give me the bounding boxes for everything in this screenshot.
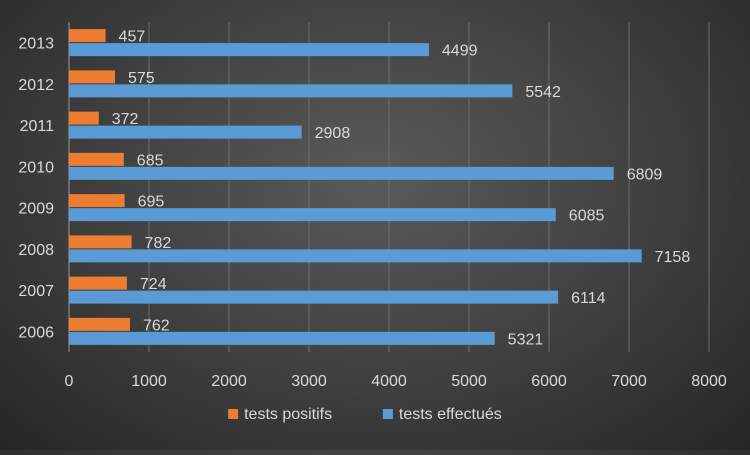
x-tick-label-2000: 2000: [211, 373, 247, 390]
y-tick-label-2010: 2010: [18, 159, 54, 176]
bar-effectues-2008: [69, 249, 642, 263]
data-label-positifs-2011: 372: [112, 111, 139, 128]
x-tick-label-7000: 7000: [611, 373, 647, 390]
data-label-effectues-2008: 7158: [655, 249, 691, 266]
data-label-positifs-2010: 685: [137, 152, 164, 169]
x-tick-label-0: 0: [65, 373, 74, 390]
y-tick-label-2013: 2013: [18, 36, 54, 53]
data-label-effectues-2007: 6114: [571, 290, 606, 307]
x-tick-label-1000: 1000: [131, 373, 167, 390]
data-label-effectues-2010: 6809: [627, 166, 663, 183]
legend-label-effectues: tests effectués: [399, 406, 502, 423]
data-label-positifs-2013: 457: [119, 29, 146, 46]
x-tick-label-8000: 8000: [691, 373, 727, 390]
bar-positifs-2009: [69, 194, 125, 208]
bar-positifs-2011: [69, 111, 99, 125]
data-label-positifs-2006: 762: [143, 317, 170, 334]
x-tick-label-6000: 6000: [531, 373, 567, 390]
y-tick-label-2007: 2007: [18, 283, 54, 300]
bar-effectues-2012: [69, 84, 513, 98]
y-tick-label-2009: 2009: [18, 201, 54, 218]
data-label-effectues-2011: 2908: [315, 125, 351, 142]
x-tick-label-5000: 5000: [451, 373, 487, 390]
data-label-effectues-2006: 5321: [508, 331, 544, 348]
data-label-positifs-2012: 575: [128, 70, 155, 87]
y-tick-label-2008: 2008: [18, 242, 54, 259]
data-label-effectues-2012: 5542: [525, 84, 561, 101]
bar-effectues-2011: [69, 125, 302, 139]
legend-swatch-effectues: [382, 409, 393, 419]
bar-effectues-2013: [69, 43, 429, 57]
bar-positifs-2010: [69, 152, 124, 166]
data-label-effectues-2009: 6085: [569, 208, 605, 225]
bar-effectues-2006: [69, 331, 495, 345]
data-label-positifs-2008: 782: [145, 235, 172, 252]
legend-swatch-positifs: [228, 409, 239, 419]
data-label-effectues-2013: 4499: [442, 43, 478, 60]
bar-effectues-2010: [69, 166, 614, 180]
bar-positifs-2008: [69, 235, 132, 249]
data-label-positifs-2007: 724: [140, 276, 167, 293]
y-tick-label-2006: 2006: [18, 324, 54, 341]
legend-label-positifs: tests positifs: [244, 406, 332, 423]
bar-positifs-2007: [69, 276, 127, 290]
data-label-positifs-2009: 695: [138, 194, 165, 211]
x-tick-label-4000: 4000: [371, 373, 407, 390]
y-tick-label-2012: 2012: [18, 77, 54, 94]
bar-positifs-2012: [69, 70, 115, 84]
y-tick-label-2011: 2011: [20, 118, 55, 135]
bar-positifs-2006: [69, 317, 130, 331]
bar-effectues-2007: [69, 290, 559, 304]
bar-effectues-2009: [69, 208, 556, 222]
x-tick-label-3000: 3000: [291, 373, 327, 390]
bar-positifs-2013: [69, 29, 106, 43]
